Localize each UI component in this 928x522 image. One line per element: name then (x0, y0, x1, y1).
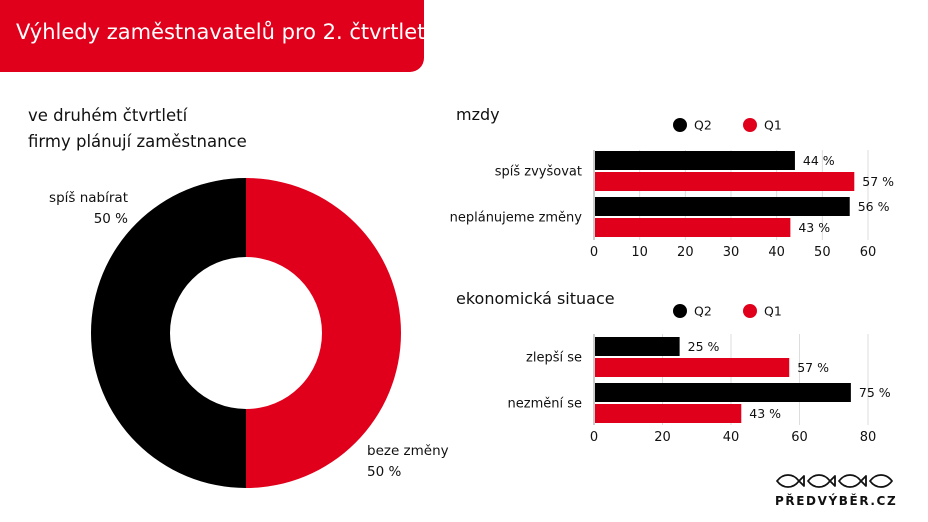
fish-logo-icon (776, 474, 893, 488)
legend-label-mzdy-1: Q1 (764, 118, 782, 133)
data-label-ekonomika-q2-1: 75 % (859, 385, 891, 400)
donut-label-hire-name: spíš nabírat (49, 190, 128, 206)
donut-label-nochange-name: beze změny (367, 443, 449, 459)
donut-label-nochange-value: 50 % (367, 464, 402, 480)
donut-heading: ve druhém čtvrtletí firmy plánují zaměst… (28, 103, 247, 155)
category-label-ekonomika-1: nezmění se (508, 397, 582, 412)
bar-ekonomika-q2-0 (595, 337, 680, 356)
donut-heading-line1: ve druhém čtvrtletí (28, 106, 188, 125)
data-label-mzdy-q2-0: 44 % (803, 153, 835, 168)
tick-label-mzdy-4: 40 (768, 245, 785, 260)
bar-mzdy-q1-1 (595, 218, 791, 237)
chart-title-ekonomika: ekonomická situace (456, 289, 615, 308)
bar-mzdy-q2-1 (595, 197, 850, 216)
donut-slice-0 (91, 178, 246, 488)
category-label-mzdy-0: spíš zvyšovat (495, 165, 582, 180)
legend-marker-mzdy-1 (743, 118, 757, 132)
page-title: Výhledy zaměstnavatelů pro 2. čtvrtletí (16, 20, 432, 44)
tick-label-ekonomika-3: 60 (791, 430, 808, 445)
tick-label-mzdy-6: 60 (860, 245, 877, 260)
tick-label-mzdy-2: 20 (677, 245, 694, 260)
tick-label-mzdy-0: 0 (590, 245, 598, 260)
legend-label-ekonomika-1: Q1 (764, 304, 782, 319)
title-bar: Výhledy zaměstnavatelů pro 2. čtvrtletí (0, 0, 431, 72)
logo-text: PŘEDVÝBĚR.CZ (775, 494, 898, 508)
tick-label-ekonomika-4: 80 (860, 430, 877, 445)
donut-heading-line2: firmy plánují zaměstnance (28, 132, 247, 151)
tick-label-mzdy-5: 50 (814, 245, 831, 260)
tick-label-mzdy-1: 10 (631, 245, 648, 260)
bar-ekonomika-q2-1 (595, 383, 851, 402)
data-label-ekonomika-q1-1: 43 % (749, 406, 781, 421)
data-label-mzdy-q1-1: 43 % (798, 220, 830, 235)
donut-slice-1 (246, 178, 401, 488)
tick-label-mzdy-3: 30 (723, 245, 740, 260)
category-label-ekonomika-0: zlepší se (526, 351, 582, 366)
chart-title-mzdy: mzdy (456, 105, 500, 124)
donut-label-hire-value: 50 % (93, 211, 128, 227)
data-label-ekonomika-q1-0: 57 % (797, 360, 829, 375)
bar-ekonomika-q1-1 (595, 404, 742, 423)
category-label-mzdy-1: neplánujeme změny (450, 211, 583, 226)
tick-label-ekonomika-1: 20 (654, 430, 671, 445)
donut-label-hire: spíš nabírat 50 % (48, 188, 128, 230)
bar-mzdy-q2-0 (595, 151, 795, 170)
bar-ekonomika-q1-0 (595, 358, 790, 377)
donut-chart (91, 178, 401, 488)
tick-label-ekonomika-0: 0 (590, 430, 598, 445)
data-label-mzdy-q1-0: 57 % (862, 174, 894, 189)
data-label-ekonomika-q2-0: 25 % (688, 339, 720, 354)
legend-label-mzdy-0: Q2 (694, 118, 712, 133)
donut-label-nochange: beze změny 50 % (367, 441, 449, 483)
bar-mzdy-q1-0 (595, 172, 855, 191)
legend-label-ekonomika-0: Q2 (694, 304, 712, 319)
tick-label-ekonomika-2: 40 (723, 430, 740, 445)
legend-marker-mzdy-0 (673, 118, 687, 132)
logo: PŘEDVÝBĚR.CZ (775, 470, 898, 514)
data-label-mzdy-q2-1: 56 % (858, 199, 890, 214)
legend-marker-ekonomika-0 (673, 304, 687, 318)
legend-marker-ekonomika-1 (743, 304, 757, 318)
